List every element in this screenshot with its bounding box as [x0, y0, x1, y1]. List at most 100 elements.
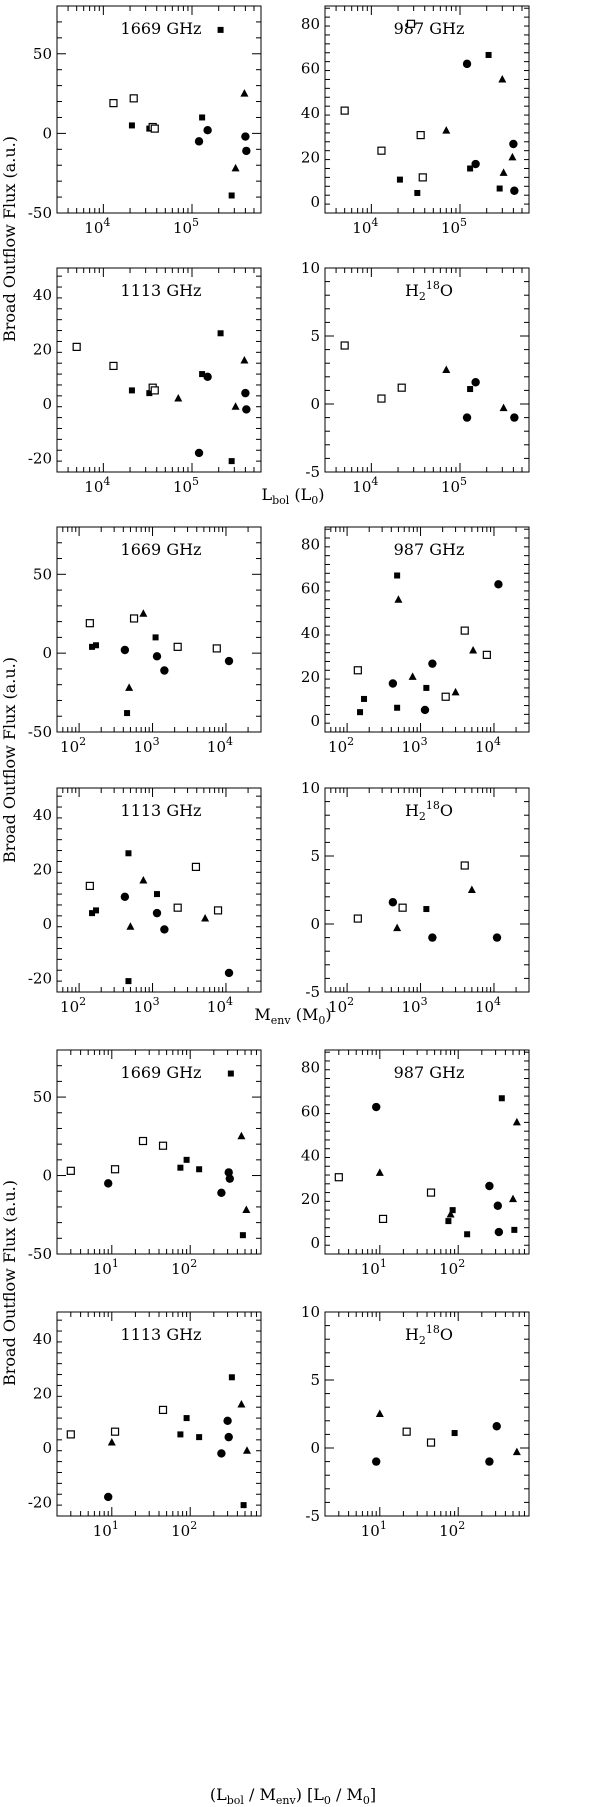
open-square-marker — [398, 903, 407, 912]
panel-title: 1113 GHz — [121, 801, 202, 820]
filled-square-marker — [228, 458, 235, 465]
filled-square-marker — [227, 1070, 234, 1077]
panel-ratio-3: 101 102 -20 0 20 40 1113 GHz — [28, 1311, 262, 1540]
filled-square-marker — [199, 371, 206, 378]
filled-square-marker — [196, 1166, 203, 1173]
y-tick-label: 10 — [301, 779, 320, 797]
filled-square-marker — [177, 1431, 184, 1438]
filled-triangle-marker — [499, 168, 508, 176]
filled-square-marker — [128, 387, 135, 394]
y-tick-label: -50 — [28, 723, 52, 741]
open-square-marker — [482, 650, 491, 659]
open-square-marker — [110, 1427, 120, 1436]
filled-triangle-marker — [375, 1168, 384, 1176]
open-square-marker — [150, 124, 159, 133]
filled-circle-marker — [494, 1227, 504, 1237]
open-square-marker — [418, 173, 427, 182]
x-tick-label: 104 — [475, 735, 501, 756]
filled-triangle-marker — [242, 1446, 251, 1454]
filled-square-marker — [467, 165, 474, 172]
filled-circle-marker — [160, 925, 169, 934]
filled-circle-marker — [420, 705, 430, 715]
panel-lbol-3: 104 105 -20 0 20 40 1113 GHz — [28, 267, 262, 496]
open-square-marker — [158, 1141, 168, 1150]
x-tick-label: 101 — [361, 1519, 387, 1540]
filled-square-marker — [153, 891, 160, 898]
y-tick-label: -50 — [28, 204, 52, 222]
filled-square-marker — [89, 643, 96, 650]
filled-triangle-marker — [237, 1131, 246, 1140]
open-square-marker — [340, 341, 349, 350]
plot-frame — [324, 5, 530, 214]
y-tick-label: 40 — [301, 104, 320, 122]
filled-circle-marker — [194, 137, 204, 146]
open-square-marker — [377, 394, 386, 403]
y-tick-label: 50 — [33, 45, 52, 63]
filled-square-marker — [228, 1374, 235, 1381]
open-square-marker — [426, 1438, 436, 1447]
filled-circle-marker — [388, 679, 398, 688]
open-square-marker — [66, 1430, 75, 1439]
filled-circle-marker — [428, 933, 437, 942]
x-tick-label: 105 — [173, 216, 199, 237]
filled-circle-marker — [471, 159, 480, 169]
filled-square-marker — [467, 386, 474, 393]
y-tick-label: 5 — [310, 327, 320, 345]
open-square-marker — [416, 130, 425, 140]
filled-circle-marker — [104, 1179, 113, 1188]
filled-circle-marker — [224, 656, 234, 666]
filled-triangle-marker — [499, 403, 508, 412]
filled-square-marker — [423, 906, 430, 913]
filled-square-marker — [464, 1231, 471, 1238]
filled-triangle-marker — [394, 595, 403, 603]
y-tick-label: 10 — [301, 259, 320, 277]
panel-title: 1669 GHz — [121, 19, 202, 38]
filled-circle-marker — [241, 132, 250, 141]
filled-circle-marker — [152, 908, 162, 918]
y-tick-label: -20 — [28, 969, 52, 987]
y-tick-label: 60 — [301, 580, 320, 598]
filled-triangle-marker — [375, 1409, 384, 1417]
filled-circle-marker — [509, 139, 518, 149]
x-tick-label: 102 — [328, 995, 354, 1016]
plot-frame — [56, 5, 262, 214]
y-tick-label: -20 — [28, 1493, 52, 1511]
x-tick-label: 102 — [60, 995, 86, 1016]
open-square-marker — [129, 94, 138, 103]
filled-square-marker — [423, 684, 430, 691]
x-tick-label: 105 — [441, 475, 467, 496]
plot-frame — [324, 267, 530, 473]
y-tick-label: 0 — [42, 395, 52, 413]
y-tick-label: 0 — [310, 712, 320, 730]
filled-triangle-marker — [512, 1117, 521, 1126]
open-square-marker — [377, 146, 386, 155]
filled-triangle-marker — [237, 1399, 246, 1408]
filled-circle-marker — [428, 659, 437, 668]
filled-circle-marker — [241, 388, 250, 398]
filled-triangle-marker — [240, 355, 249, 364]
y-tick-label: 0 — [310, 915, 320, 933]
x-tick-label: 102 — [328, 735, 354, 756]
x-axis-title: Lbol (L0) — [261, 485, 324, 507]
y-tick-label: 0 — [42, 1439, 52, 1457]
filled-circle-marker — [485, 1457, 494, 1466]
x-tick-label: 103 — [401, 735, 427, 756]
y-tick-label: 20 — [301, 1190, 320, 1208]
open-square-marker — [212, 644, 221, 653]
y-tick-label: 80 — [301, 1059, 320, 1077]
x-tick-label: 103 — [133, 995, 159, 1016]
filled-circle-marker — [510, 186, 519, 195]
filled-triangle-marker — [139, 875, 148, 884]
open-square-marker — [191, 862, 201, 871]
filled-square-marker — [361, 695, 368, 702]
filled-triangle-marker — [512, 1447, 521, 1456]
filled-circle-marker — [462, 59, 472, 69]
open-square-marker — [158, 1405, 168, 1415]
filled-triangle-marker — [174, 394, 183, 402]
open-square-marker — [85, 881, 94, 891]
y-tick-label: 80 — [301, 15, 320, 33]
open-square-marker — [406, 19, 416, 28]
open-square-marker — [109, 99, 118, 108]
filled-square-marker — [239, 1232, 246, 1239]
filled-triangle-marker — [231, 163, 240, 172]
